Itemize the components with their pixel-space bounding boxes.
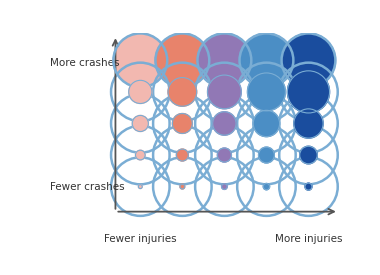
Circle shape (195, 157, 254, 216)
Circle shape (237, 126, 296, 184)
Text: Fewer crashes: Fewer crashes (50, 182, 125, 192)
Circle shape (258, 147, 274, 163)
Text: More crashes: More crashes (50, 59, 119, 68)
Circle shape (195, 126, 254, 184)
Circle shape (136, 150, 145, 160)
Circle shape (129, 80, 152, 103)
Circle shape (153, 126, 212, 184)
Circle shape (247, 73, 285, 111)
Circle shape (138, 185, 142, 189)
Circle shape (305, 183, 312, 190)
Circle shape (294, 109, 323, 138)
Circle shape (111, 126, 169, 184)
Circle shape (111, 157, 169, 216)
Circle shape (113, 34, 167, 87)
Circle shape (279, 126, 338, 184)
Circle shape (253, 110, 280, 137)
Circle shape (132, 116, 148, 131)
Circle shape (155, 34, 209, 87)
Circle shape (207, 75, 241, 109)
Circle shape (180, 184, 185, 189)
Circle shape (237, 157, 296, 216)
Circle shape (195, 94, 254, 153)
Circle shape (153, 157, 212, 216)
Circle shape (168, 78, 197, 106)
Circle shape (300, 146, 317, 164)
Circle shape (237, 63, 296, 121)
Circle shape (217, 148, 231, 162)
Circle shape (279, 157, 338, 216)
Circle shape (173, 114, 192, 133)
Circle shape (111, 94, 169, 153)
Circle shape (195, 63, 254, 121)
Circle shape (222, 184, 227, 189)
Circle shape (279, 94, 338, 153)
Circle shape (287, 71, 329, 113)
Circle shape (213, 112, 236, 135)
Circle shape (237, 94, 296, 153)
Circle shape (263, 183, 269, 190)
Circle shape (279, 63, 338, 121)
Text: More injuries: More injuries (275, 233, 342, 244)
Circle shape (282, 34, 336, 87)
Text: Fewer injuries: Fewer injuries (104, 233, 177, 244)
Circle shape (176, 149, 188, 161)
Circle shape (153, 94, 212, 153)
Circle shape (111, 63, 169, 121)
Circle shape (239, 34, 293, 87)
Circle shape (198, 34, 251, 87)
Circle shape (153, 63, 212, 121)
